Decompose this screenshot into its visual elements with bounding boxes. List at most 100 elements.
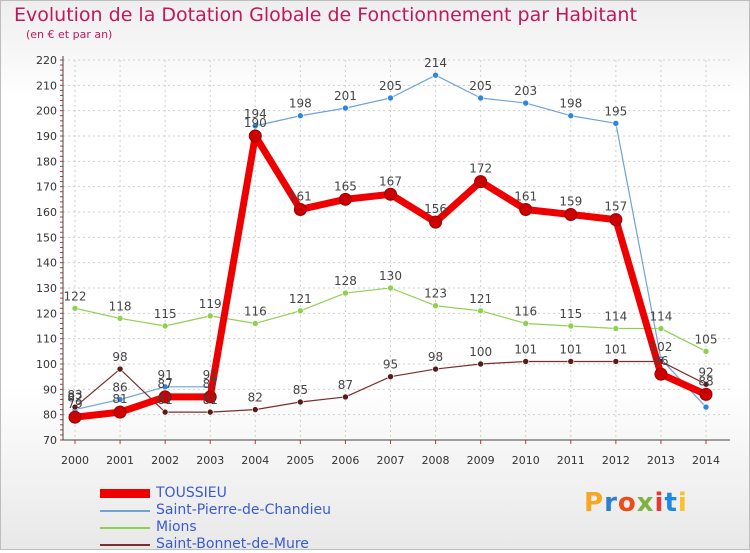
data-point-toussieu [474, 175, 488, 189]
axes: 7080901001101201301401501601701801902002… [36, 54, 730, 467]
data-point-saint-pierre-de-chandieu [477, 94, 484, 102]
data-label-saint-bonnet-de-mure: 81 [203, 393, 218, 407]
data-point-saint-bonnet-de-mure [522, 358, 530, 365]
data-label-saint-pierre-de-chandieu: 203 [514, 84, 537, 98]
data-label-saint-pierre-de-chandieu: 91 [158, 368, 173, 382]
legend-label-saint-pierre: Saint-Pierre-de-Chandieu [156, 502, 331, 518]
y-tick-label-100: 100 [36, 358, 57, 371]
data-label-toussieu: 165 [334, 179, 357, 193]
data-label-saint-bonnet-de-mure: 95 [383, 358, 398, 372]
y-tick-label-80: 80 [43, 409, 57, 422]
data-label-mions: 121 [469, 292, 492, 306]
x-tick-label-2011: 2011 [557, 454, 585, 467]
y-tick-label-110: 110 [36, 333, 57, 346]
data-point-saint-pierre-de-chandieu [432, 71, 439, 79]
legend-swatch-toussieu [100, 489, 150, 498]
legend-swatch-saint-bonnet [100, 544, 150, 546]
y-tick-label-150: 150 [36, 231, 57, 244]
data-label-mions: 123 [424, 287, 447, 301]
series [68, 71, 713, 424]
data-point-saint-pierre-de-chandieu [116, 396, 124, 403]
chart-title: Evolution de la Dotation Globale de Fonc… [14, 4, 637, 26]
x-tick-label-2004: 2004 [241, 454, 269, 467]
data-label-saint-bonnet-de-mure: 82 [248, 391, 263, 405]
data-point-mions [477, 307, 484, 315]
data-point-saint-bonnet-de-mure [161, 408, 169, 416]
data-label-saint-bonnet-de-mure: 81 [158, 393, 173, 407]
data-point-toussieu [519, 202, 533, 216]
data-label-saint-pierre-de-chandieu: 86 [112, 380, 127, 394]
data-point-toussieu [609, 213, 623, 227]
data-point-toussieu [248, 129, 262, 143]
legend-label-toussieu: TOUSSIEU [156, 485, 227, 501]
data-point-mions [71, 304, 79, 312]
data-point-saint-pierre-de-chandieu [612, 120, 620, 127]
x-tick-label-2002: 2002 [151, 454, 179, 467]
data-label-saint-bonnet-de-mure: 101 [604, 342, 627, 356]
data-point-saint-pierre-de-chandieu [702, 403, 710, 411]
data-label-saint-pierre-de-chandieu: 205 [379, 79, 402, 93]
data-point-saint-bonnet-de-mure [702, 380, 710, 388]
data-point-mions [657, 325, 665, 332]
data-label-saint-bonnet-de-mure: 83 [67, 388, 82, 402]
data-point-toussieu [113, 405, 127, 419]
data-label-saint-bonnet-de-mure: 98 [428, 350, 443, 364]
data-point-saint-bonnet-de-mure [297, 398, 304, 406]
data-point-saint-pierre-de-chandieu [297, 112, 304, 120]
y-tick-label-180: 180 [36, 155, 57, 168]
data-labels: 82 86 91 91 194 198 201 205 214 205 203 198 195 102 12… [64, 56, 718, 411]
data-point-mions [702, 348, 710, 355]
data-label-saint-bonnet-de-mure: 87 [338, 378, 353, 392]
data-label-toussieu: 87 [203, 377, 218, 391]
x-tick-label-2010: 2010 [512, 454, 540, 467]
data-point-saint-bonnet-de-mure [567, 358, 575, 365]
data-point-toussieu [203, 390, 217, 404]
y-tick-label-120: 120 [36, 307, 57, 320]
data-point-mions [297, 307, 304, 315]
data-label-saint-pierre-de-chandieu: 194 [244, 107, 267, 121]
x-tick-label-2001: 2001 [106, 454, 134, 467]
y-tick-label-220: 220 [36, 54, 57, 67]
x-tick-label-2006: 2006 [331, 454, 359, 467]
data-point-toussieu [564, 208, 578, 222]
data-label-mions: 121 [289, 292, 312, 306]
data-label-saint-pierre-de-chandieu: 205 [469, 79, 492, 93]
data-point-mions [432, 302, 439, 310]
data-label-mions: 128 [334, 274, 357, 288]
data-point-saint-bonnet-de-mure [206, 408, 214, 416]
legend-swatch-saint-pierre [100, 510, 150, 512]
logo-letter: x [636, 488, 655, 518]
logo-letter: i [654, 488, 665, 518]
data-point-toussieu [699, 387, 713, 401]
x-tick-label-2012: 2012 [602, 454, 630, 467]
data-label-mions: 114 [649, 310, 672, 324]
data-label-mions: 118 [109, 299, 132, 313]
legend-label-saint-bonnet: Saint-Bonnet-de-Mure [156, 536, 309, 552]
y-tick-label-70: 70 [43, 434, 57, 447]
data-point-toussieu [384, 187, 397, 201]
data-label-toussieu: 88 [698, 374, 713, 388]
data-point-saint-bonnet-de-mure [251, 406, 259, 413]
data-label-saint-bonnet-de-mure: 98 [112, 350, 127, 364]
data-point-saint-pierre-de-chandieu [161, 383, 169, 391]
data-point-toussieu [338, 192, 352, 206]
data-label-mions: 116 [514, 304, 537, 318]
data-point-saint-bonnet-de-mure [612, 358, 620, 365]
chart-plot: 7080901001101201301401501601701801902002… [36, 54, 730, 467]
x-tick-label-2000: 2000 [61, 454, 89, 467]
logo-letter: P [584, 488, 605, 518]
y-tick-label-160: 160 [36, 206, 57, 219]
x-tick-label-2003: 2003 [196, 454, 224, 467]
logo-letter: t [664, 488, 678, 518]
data-point-mions [206, 312, 214, 320]
data-point-saint-bonnet-de-mure [432, 365, 439, 373]
data-label-saint-pierre-de-chandieu: 102 [649, 340, 672, 354]
data-point-saint-pierre-de-chandieu [567, 112, 575, 120]
data-label-toussieu: 87 [158, 377, 173, 391]
data-point-mions [387, 284, 394, 292]
data-point-toussieu [293, 202, 307, 216]
data-point-mions [612, 325, 620, 332]
data-label-saint-bonnet-de-mure: 101 [559, 342, 582, 356]
data-point-mions [567, 322, 575, 330]
chart-subtitle: (en € et par an) [26, 28, 113, 41]
